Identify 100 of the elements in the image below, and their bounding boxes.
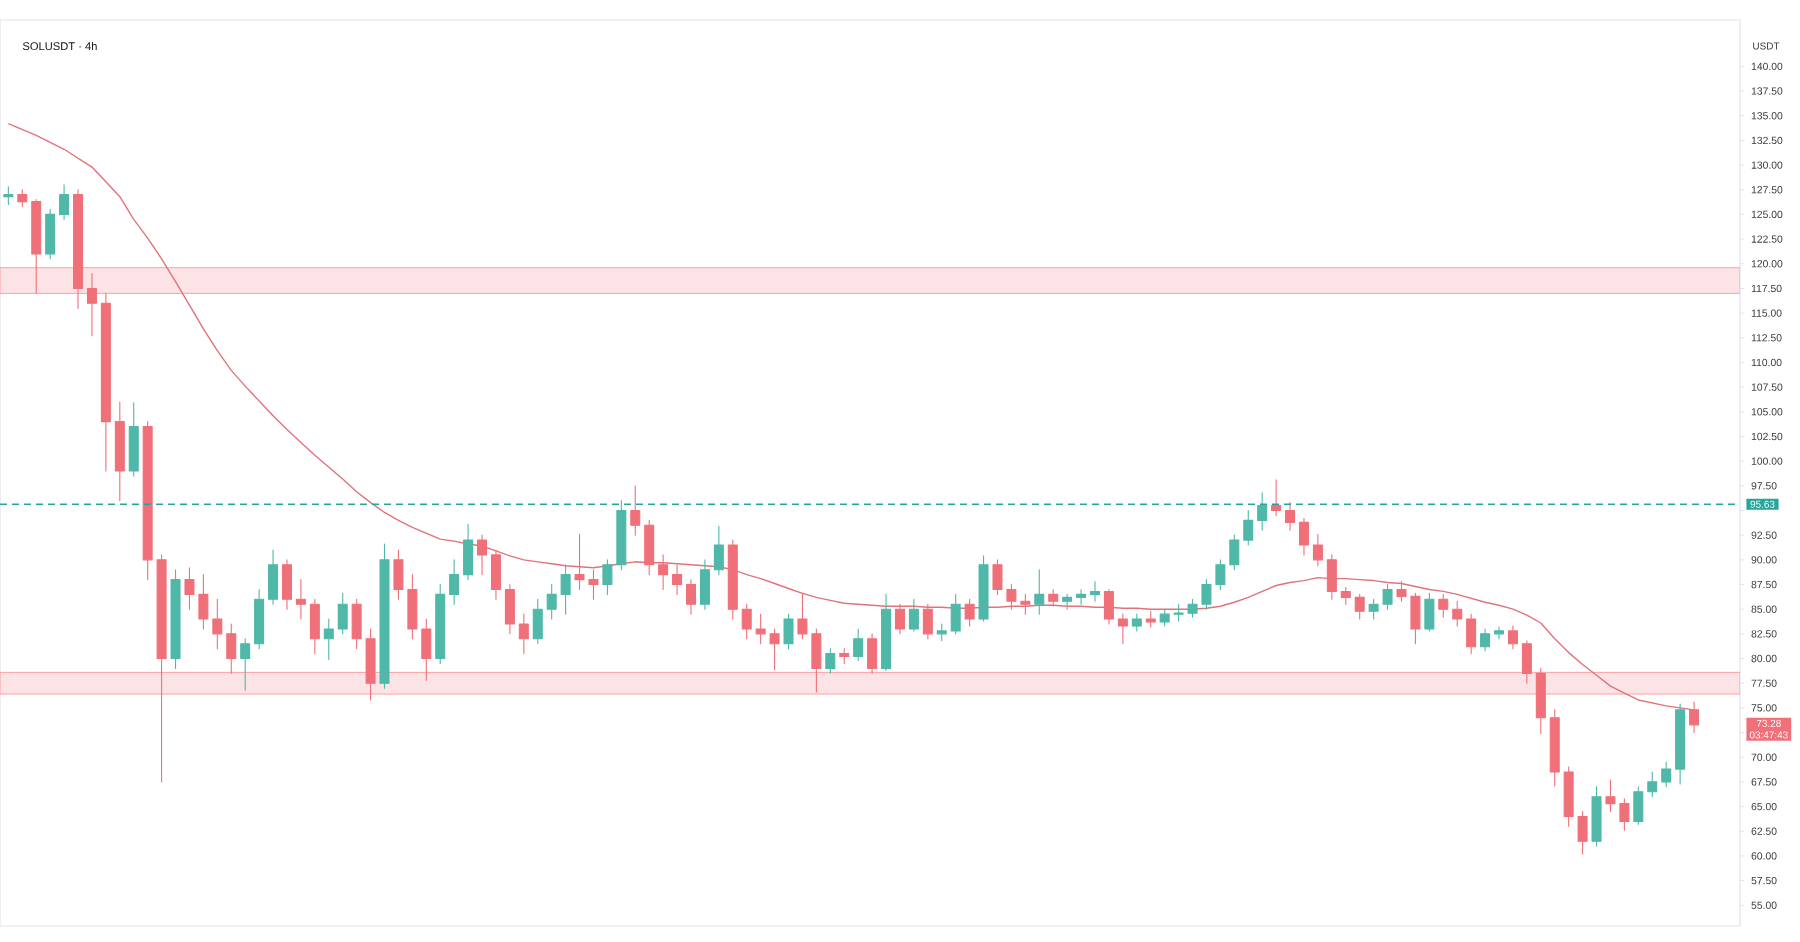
candlestick xyxy=(1090,581,1101,602)
candlestick xyxy=(616,500,627,571)
candlestick xyxy=(1438,593,1449,618)
candlestick xyxy=(1271,479,1282,516)
candlestick xyxy=(323,618,334,661)
candlestick xyxy=(45,208,56,260)
candlestick xyxy=(1647,771,1658,798)
candlestick xyxy=(240,638,251,691)
candlestick xyxy=(950,593,961,635)
candlestick xyxy=(421,618,432,681)
candlestick xyxy=(1521,640,1532,684)
candlestick xyxy=(1675,703,1686,785)
candlestick xyxy=(908,598,919,632)
candlestick xyxy=(936,623,947,642)
candlestick xyxy=(672,564,683,595)
candlestick xyxy=(783,613,794,650)
candlestick xyxy=(156,554,167,783)
candlestick xyxy=(254,588,265,650)
candlestick xyxy=(1117,613,1128,645)
candlestick xyxy=(1298,517,1309,556)
candlestick xyxy=(114,401,125,502)
candlestick xyxy=(560,564,571,615)
candlestick xyxy=(1257,492,1268,531)
candlestick xyxy=(894,603,905,635)
candlestick xyxy=(1494,626,1505,640)
candlestick xyxy=(1020,593,1031,615)
candlestick xyxy=(351,598,362,650)
candlestick xyxy=(658,554,669,590)
candlestick xyxy=(1103,588,1114,625)
candlestick xyxy=(1507,625,1518,650)
candlestick xyxy=(295,579,306,620)
candlestick xyxy=(713,525,724,576)
candlestick xyxy=(727,539,738,620)
candlestick xyxy=(1661,761,1672,788)
candlestick xyxy=(853,628,864,662)
candlestick xyxy=(268,549,279,605)
candlestick xyxy=(1466,613,1477,655)
candlestick xyxy=(226,623,237,674)
candlestick xyxy=(546,583,557,620)
candlestick xyxy=(1535,667,1546,735)
candlestick xyxy=(1076,588,1087,605)
candlestick xyxy=(1062,593,1073,610)
candlestick xyxy=(1689,701,1700,734)
candlestick xyxy=(825,648,836,674)
candlestick xyxy=(1424,592,1435,632)
candlestick xyxy=(755,613,766,645)
candlestick xyxy=(1243,509,1254,546)
candlestick xyxy=(602,559,613,595)
candlestick xyxy=(741,603,752,640)
candlestick xyxy=(1452,600,1463,627)
candlestick xyxy=(1382,583,1393,610)
candlestick xyxy=(379,543,390,689)
candlestick xyxy=(463,523,474,581)
candlestick xyxy=(504,583,515,635)
candlestick xyxy=(518,613,529,655)
candlestick xyxy=(337,592,348,635)
candlestick xyxy=(644,519,655,576)
candlestick xyxy=(1048,588,1059,607)
candlestick xyxy=(281,559,292,610)
candlestick xyxy=(212,598,223,650)
candlestick xyxy=(1312,533,1323,567)
candlestick xyxy=(630,485,641,536)
candlestick xyxy=(699,559,710,610)
candlestick xyxy=(1034,569,1045,615)
candlestick xyxy=(1285,502,1296,531)
candlestick xyxy=(449,559,460,605)
candlestick xyxy=(1159,608,1170,627)
candlestick xyxy=(435,583,446,665)
candlestick xyxy=(964,598,975,627)
candlestick xyxy=(365,628,376,701)
candlestick xyxy=(1145,610,1156,628)
candlestick xyxy=(73,189,84,309)
candlestick xyxy=(142,421,153,581)
candlestick xyxy=(867,633,878,674)
candlestick xyxy=(490,549,501,600)
candlestick xyxy=(309,598,320,655)
candlestick xyxy=(1368,598,1379,620)
candlestick xyxy=(1480,628,1491,652)
candlestick xyxy=(532,598,543,645)
candlestick xyxy=(1229,534,1240,571)
candlestick xyxy=(1633,786,1644,825)
candlestick xyxy=(17,189,28,208)
candlestick xyxy=(1340,586,1351,605)
candlestick xyxy=(3,186,14,206)
candlestick xyxy=(1549,709,1560,787)
candlestick xyxy=(59,184,70,220)
candlestick xyxy=(769,628,780,670)
candlestick xyxy=(128,402,139,477)
candlestick xyxy=(100,292,111,472)
candlestick xyxy=(1326,554,1337,600)
candlestick xyxy=(31,199,42,294)
candlestick xyxy=(881,593,892,671)
candlestick xyxy=(1591,786,1602,847)
candlestick xyxy=(839,648,850,665)
candlestick xyxy=(477,534,488,576)
candlestick xyxy=(1131,613,1142,632)
candlestick xyxy=(978,555,989,622)
candlestick xyxy=(685,579,696,615)
candlestick xyxy=(1173,603,1184,622)
candlestick xyxy=(170,569,181,669)
